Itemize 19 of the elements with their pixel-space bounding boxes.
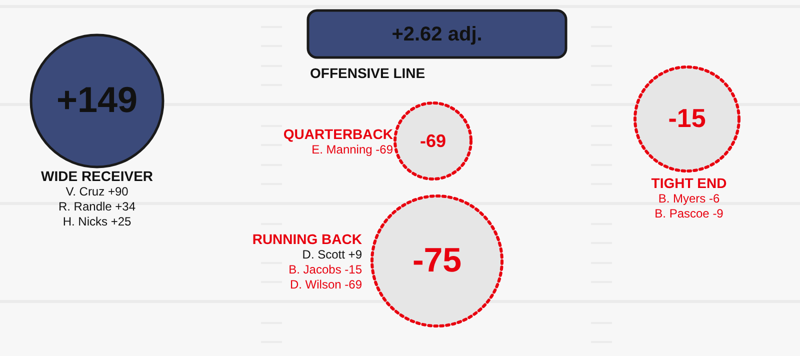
text: V. Cruz +90	[66, 184, 128, 198]
text: R. Randle +34	[58, 199, 136, 214]
data-label: -15	[668, 103, 706, 134]
text: B. Pascoe -9	[654, 206, 724, 220]
text: H. Nicks +25	[62, 214, 132, 228]
category-label: OFFENSIVE LINE	[310, 64, 426, 81]
text: E. Manning -69	[312, 142, 393, 156]
category-label: WIDE RECEIVER	[40, 168, 154, 184]
text: B. Jacobs -15	[288, 262, 362, 276]
category-label: TIGHT END	[651, 174, 727, 191]
category-label: QUARTERBACK	[283, 126, 393, 142]
text: D. Scott +9	[302, 247, 362, 262]
data-label: +2.62 adj.	[392, 24, 482, 46]
data-label: -69	[420, 130, 446, 151]
text: B. Myers -6	[658, 191, 720, 206]
category-label: RUNNING BACK	[252, 230, 362, 247]
data-label: -75	[412, 241, 462, 280]
data-label: +149	[56, 78, 138, 120]
text: D. Wilson -69	[290, 277, 362, 292]
